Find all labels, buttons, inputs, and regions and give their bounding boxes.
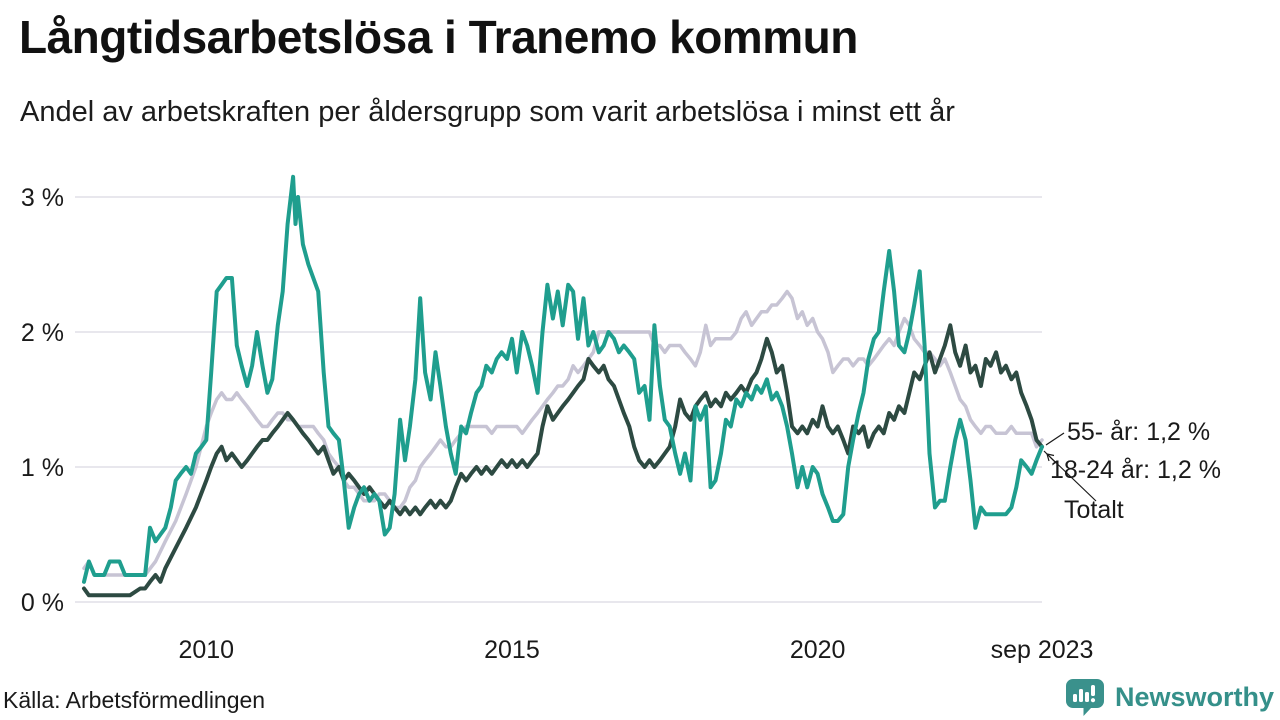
exclamation-dot-icon	[1090, 698, 1096, 703]
x-axis-tick-label: sep 2023	[991, 636, 1094, 664]
x-axis-tick-label: 2015	[484, 636, 540, 664]
page-title: Långtidsarbetslösa i Tranemo kommun	[19, 11, 858, 63]
connector-arrowhead	[1046, 453, 1055, 462]
y-axis-tick-label: 3 %	[21, 184, 64, 212]
brand-name: Newsworthy	[1114, 681, 1274, 712]
chart-subtitle: Andel av arbetskraften per åldersgrupp s…	[20, 96, 955, 128]
connector-line-55-ar	[1045, 432, 1065, 446]
newsworthy-brand: Newsworthy	[1064, 677, 1274, 717]
source-note: Källa: Arbetsförmedlingen	[3, 687, 266, 713]
series-line-18-24-r	[82, 174, 1044, 584]
y-axis-tick-label: 1 %	[21, 454, 64, 482]
newsworthy-chart-bubble-icon	[1065, 679, 1104, 716]
bar-icon	[1084, 692, 1089, 702]
x-axis-tick-label: 2020	[790, 636, 846, 664]
y-axis-tick-label: 0 %	[21, 589, 64, 617]
series-end-label-18-24-ar: 18-24 år: 1,2 %	[1050, 456, 1221, 484]
bar-icon	[1078, 689, 1083, 702]
x-axis-tick-label: 2010	[178, 636, 234, 664]
series-line-totalt	[82, 323, 1044, 598]
y-axis-tick-label: 2 %	[21, 319, 64, 347]
series-end-label-55-ar: 55- år: 1,2 %	[1067, 418, 1211, 446]
connector-line-totalt	[1046, 453, 1097, 502]
bar-icon	[1072, 694, 1077, 702]
exclamation-icon	[1090, 685, 1095, 696]
series-end-label-totalt: Totalt	[1064, 496, 1124, 524]
